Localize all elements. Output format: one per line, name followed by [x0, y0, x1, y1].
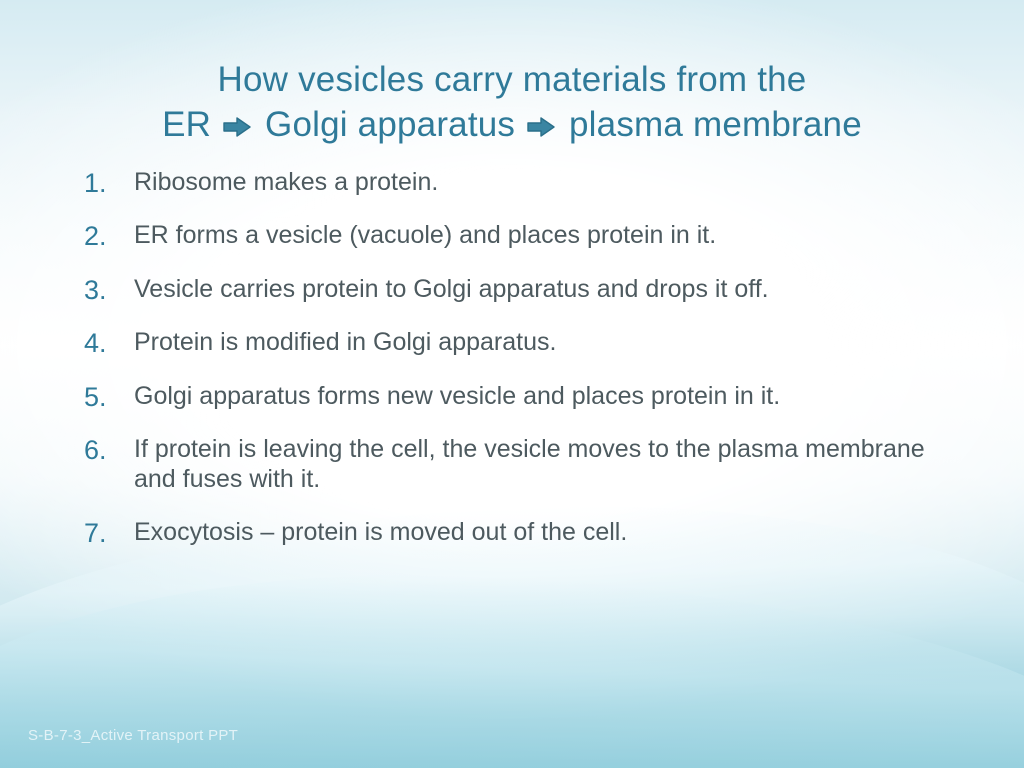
step-text: Exocytosis – protein is moved out of the… [134, 518, 627, 546]
title-part-golgi: Golgi apparatus [265, 105, 515, 144]
step-text: Golgi apparatus forms new vesicle and pl… [134, 382, 780, 410]
steps-list: Ribosome makes a protein. ER forms a ves… [70, 168, 954, 548]
title-line-2: ER Golgi apparatus plasma membrane [70, 103, 954, 150]
step-text: ER forms a vesicle (vacuole) and places … [134, 221, 716, 249]
footer-text: S-B-7-3_Active Transport PPT [28, 727, 238, 744]
list-item: ER forms a vesicle (vacuole) and places … [84, 221, 954, 251]
list-item: If protein is leaving the cell, the vesi… [84, 435, 954, 494]
title-part-er: ER [162, 105, 211, 144]
slide-container: How vesicles carry materials from the ER… [0, 0, 1024, 768]
list-item: Ribosome makes a protein. [84, 168, 954, 198]
step-text: Vesicle carries protein to Golgi apparat… [134, 275, 769, 303]
step-text: If protein is leaving the cell, the vesi… [134, 435, 925, 493]
list-item: Vesicle carries protein to Golgi apparat… [84, 275, 954, 305]
arrow-icon [223, 105, 251, 150]
list-item: Golgi apparatus forms new vesicle and pl… [84, 382, 954, 412]
list-item: Exocytosis – protein is moved out of the… [84, 518, 954, 548]
slide-title: How vesicles carry materials from the ER… [70, 58, 954, 150]
arrow-icon [527, 105, 555, 150]
step-text: Protein is modified in Golgi apparatus. [134, 328, 556, 356]
title-part-plasma: plasma membrane [569, 105, 862, 144]
title-line-1: How vesicles carry materials from the [70, 58, 954, 103]
list-item: Protein is modified in Golgi apparatus. [84, 328, 954, 358]
step-text: Ribosome makes a protein. [134, 168, 438, 196]
